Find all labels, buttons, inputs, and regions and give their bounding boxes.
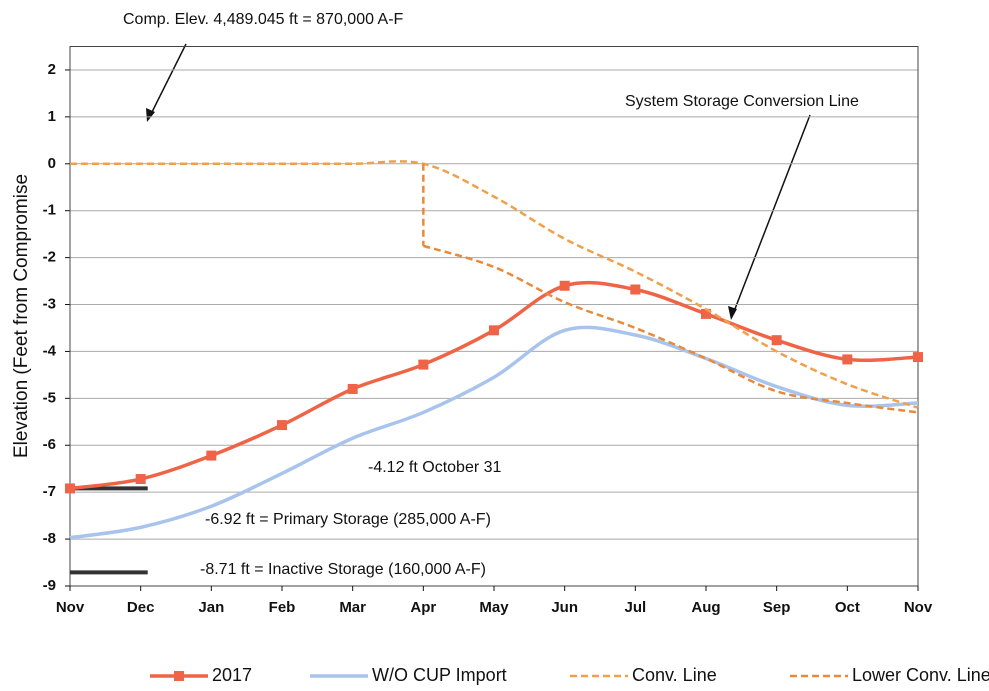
annotation: Comp. Elev. 4,489.045 ft = 870,000 A-F [123,11,404,28]
y-tick-label: -8 [43,530,56,547]
reference-label: -6.92 ft = Primary Storage (285,000 A-F) [205,511,491,528]
x-tick-label: Mar [339,599,366,616]
marker [913,352,923,363]
annotation-arrow [148,43,187,119]
y-tick-label: 1 [48,108,56,125]
y-tick-label: -6 [43,436,56,453]
arrow-head [728,306,737,320]
x-tick-label: Dec [127,599,155,616]
legend-label: W/O CUP Import [372,665,507,685]
series-line [69,280,919,491]
y-tick-label: -2 [43,249,56,266]
reference-label: -8.71 ft = Inactive Storage (160,000 A-F… [200,561,486,578]
x-tick-label: Apr [410,599,436,616]
plot-frame [69,46,919,587]
y-tick-label: 0 [48,155,56,172]
y-tick-label: -5 [43,389,56,406]
x-tick-label: Oct [835,599,860,616]
marker [842,354,853,365]
x-tick-label: Feb [269,599,296,616]
y-tick-label: 2 [48,61,56,78]
arrow-head [146,108,155,122]
x-tick-label: Aug [691,599,720,616]
marker [135,474,146,485]
y-tick-label: -1 [43,202,56,219]
marker [65,483,75,494]
annotation-arrow [732,114,811,315]
x-tick-label: May [479,599,509,616]
y-tick-label: -9 [43,577,56,594]
legend-label: 2017 [212,665,252,685]
legend-marker [174,671,184,681]
marker [489,325,499,336]
x-tick-label: Sep [763,599,791,616]
x-tick-label: Jul [624,599,646,616]
y-tick-label: -4 [43,342,57,359]
x-tick-label: Jan [198,599,224,616]
y-axis-label: Elevation (Feet from Compromise [11,174,32,458]
marker [559,280,570,291]
legend-label: Lower Conv. Line [852,665,989,685]
series-line [69,325,919,540]
series-line [70,160,919,409]
annotation: -4.12 ft October 31 [368,459,502,476]
marker [771,335,782,346]
marker [630,284,641,295]
x-tick-label: Jun [551,599,578,616]
y-tick-label: -3 [43,295,56,312]
legend-label: Conv. Line [632,665,717,685]
x-tick-label: Nov [904,599,933,616]
x-tick-label: Nov [56,599,85,616]
marker [206,450,217,461]
marker [277,420,287,431]
marker [418,359,429,370]
marker [701,308,711,319]
y-tick-label: -7 [43,483,56,500]
annotation: System Storage Conversion Line [625,93,859,110]
series-line [422,244,919,414]
marker [347,383,358,394]
